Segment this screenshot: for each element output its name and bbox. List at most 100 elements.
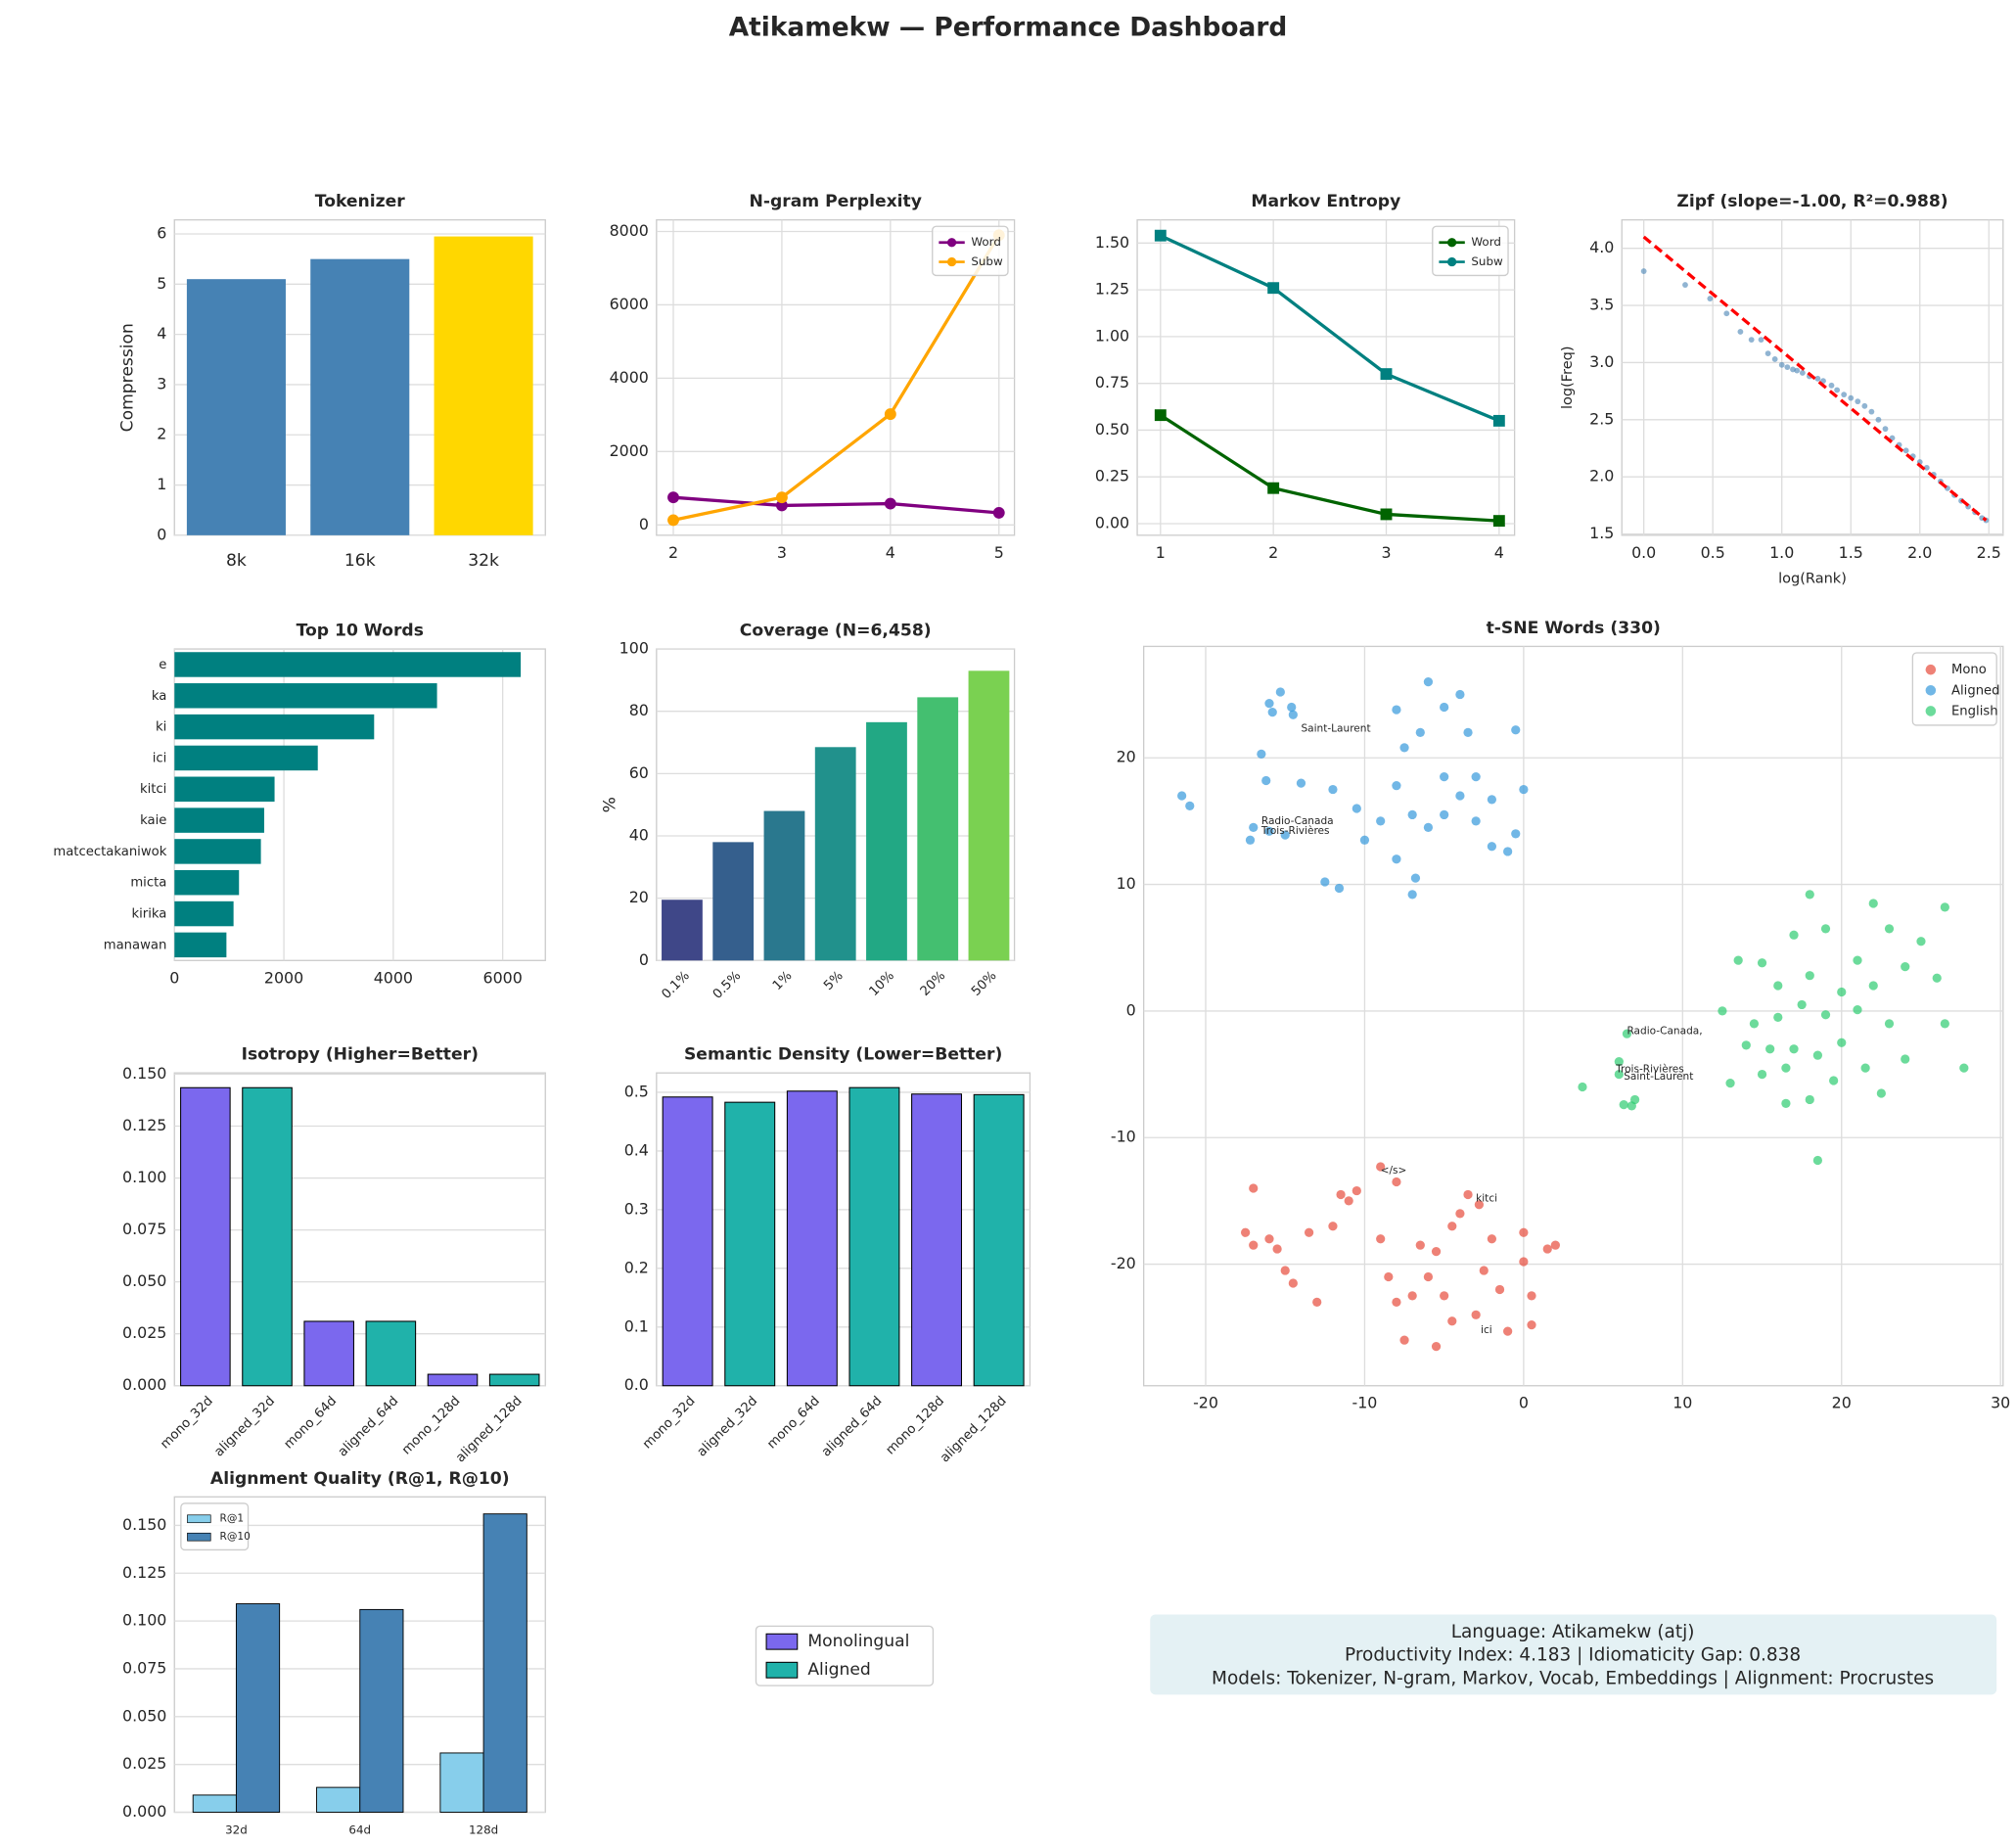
point [1423,1271,1434,1282]
y-tick-label: 20 [1117,748,1136,766]
point [1288,710,1298,719]
point [1841,392,1848,398]
y-tick-label: 2 [157,425,166,443]
x-tick-label: aligned_64d [819,1394,885,1459]
point [1447,1222,1457,1231]
point [1431,1342,1442,1352]
y-tick-label: 4000 [610,368,649,387]
y-tick-label: 0.000 [122,1802,166,1821]
point [1384,1271,1394,1282]
y-tick-label: 0 [1126,1000,1136,1019]
marker [1380,508,1393,521]
x-tick-label: mono_64d [282,1394,340,1452]
legend-swatch [946,256,957,267]
bar [235,1603,281,1813]
bar [439,1752,484,1813]
y-tick-label: 4.0 [1589,238,1614,256]
point [1778,361,1785,368]
x-tick-label: 1.0 [1769,543,1794,562]
y-tick-label: 10 [1117,874,1136,893]
point [1814,375,1821,382]
x-tick-label: mono_128d [399,1394,463,1457]
point [1431,1247,1442,1257]
bar [174,776,275,802]
bar [174,870,240,896]
y-tick-label: 0.150 [122,1515,166,1534]
x-tick-label: 6000 [483,968,523,987]
x-tick-label: 20% [918,969,948,999]
point [1447,1316,1457,1326]
line [1159,413,1499,523]
point [1757,1069,1767,1080]
marker [1154,229,1167,242]
y-tick-label: 2.5 [1589,409,1614,428]
x-axis-label: log(Rank) [1778,572,1847,587]
annotation: Radio-Canada [1261,815,1334,827]
y-tick-label: 0.1 [624,1316,649,1335]
y-tick-label: 60 [629,763,649,782]
point [1440,702,1449,713]
y-tick-label: 0.025 [122,1323,166,1342]
bar [848,1086,900,1387]
y-tick-label: 0.50 [1095,420,1129,438]
point [1901,962,1910,972]
bar [242,1086,293,1387]
y-tick-label: 0.25 [1095,467,1129,485]
y-tick-label: 0.075 [122,1658,166,1677]
marker [884,408,896,421]
x-tick-label: aligned_64d [336,1394,401,1459]
fit-line [1642,235,1988,522]
y-tick-label: -20 [1111,1254,1136,1272]
marker [775,491,788,504]
point [1407,1291,1417,1301]
point [1578,1082,1587,1092]
x-tick-label: 0.0 [1631,543,1656,562]
marker [1267,282,1280,295]
legend-swatch [765,1633,799,1650]
annotation: ici [1481,1324,1492,1336]
point [1336,1189,1346,1200]
point [1272,1244,1282,1254]
point [1884,924,1895,934]
point [1527,1320,1536,1330]
point [1410,873,1421,883]
y-tick-label: 1.00 [1095,326,1129,345]
point [1376,1162,1386,1172]
point [1304,1227,1314,1237]
dashboard-title: Atikamekw — Performance Dashboard [729,13,1288,43]
point [1177,791,1187,801]
point [1868,899,1878,908]
y-tick-label: 3.0 [1589,352,1614,371]
point [1799,370,1806,376]
point [1861,402,1868,409]
point [1884,1019,1895,1029]
point [1407,809,1417,820]
point [1280,830,1290,840]
point [1829,1076,1839,1085]
chart-title: N-gram Perplexity [749,192,921,211]
y-tick-label: 8000 [610,221,649,240]
point [1828,382,1835,389]
y-tick-label: 0.000 [122,1375,166,1394]
point [1503,1326,1513,1336]
x-tick-label: 50% [969,969,999,999]
bar [192,1794,237,1813]
plot-area [1142,645,2004,1387]
point [1527,1291,1536,1301]
x-tick-label: 5% [821,969,846,993]
y-tick-label: 0.00 [1095,513,1129,531]
point [1249,822,1259,832]
x-tick-label: mono_32d [640,1394,698,1452]
y-tick-label: 0.100 [122,1168,166,1186]
legend-label: R@10 [219,1531,251,1543]
y-tick-label: 3 [157,374,166,392]
point [1805,1094,1814,1105]
y-tick-label: kaie [140,813,166,828]
point [1334,883,1345,894]
legend-label: Monolingual [807,1632,909,1651]
y-tick-label: -10 [1111,1128,1136,1146]
x-tick-label: mono_128d [884,1394,947,1457]
point [1487,1234,1497,1244]
chart-title: Isotropy (Higher=Better) [242,1045,479,1065]
